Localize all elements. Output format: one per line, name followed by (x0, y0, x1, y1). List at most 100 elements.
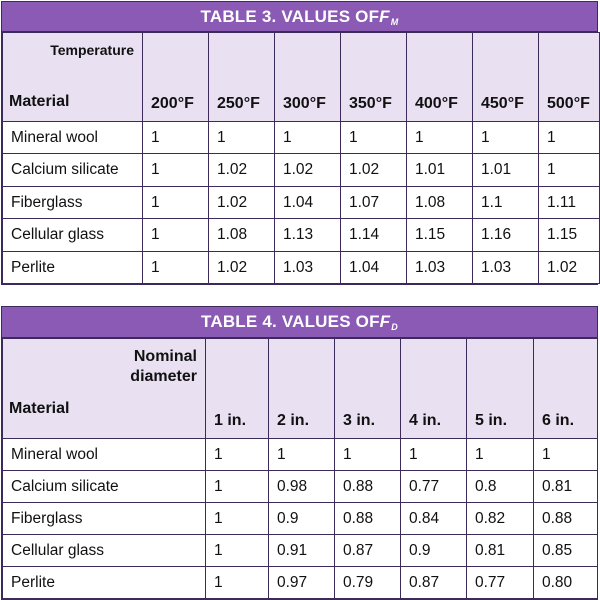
value-cell: 0.88 (334, 470, 401, 503)
value-cell: 0.85 (533, 534, 598, 567)
table-row: Perlite 1 1.02 1.03 1.04 1.03 1.03 1.02 (2, 251, 600, 284)
table-3-col-header: 450°F (472, 32, 539, 122)
value-cell: 1.03 (274, 251, 341, 284)
table-3-col-header: 250°F (208, 32, 275, 122)
table-3-temperature-label: Temperature (50, 42, 134, 58)
value-cell: 0.77 (400, 470, 467, 503)
value-cell: 1 (538, 121, 600, 154)
table-3-grid: Temperature Material 200°F 250°F 300°F 3… (2, 32, 600, 284)
value-cell: 1 (142, 186, 209, 219)
value-cell: 1.01 (472, 153, 539, 187)
value-cell: 1.08 (208, 218, 275, 252)
value-cell: 0.9 (400, 534, 467, 567)
table-4-col-header: 4 in. (400, 338, 467, 439)
value-cell: 0.9 (268, 502, 335, 535)
table-4-col-header: 1 in. (205, 338, 269, 439)
table-3-col-header: 500°F (538, 32, 600, 122)
value-cell: 1 (340, 121, 407, 154)
value-cell: 1 (205, 566, 269, 599)
table-4-header-row: Nominal diameter Material 1 in. 2 in. 3 … (2, 338, 598, 439)
table-row: Mineral wool 1 1 1 1 1 1 (2, 438, 598, 471)
material-cell: Cellular glass (2, 218, 143, 252)
value-cell: 0.88 (334, 502, 401, 535)
value-cell: 1.02 (208, 186, 275, 219)
table-4-col-header: 6 in. (533, 338, 598, 439)
value-cell: 1.01 (406, 153, 473, 187)
value-cell: 1 (142, 251, 209, 284)
material-cell: Cellular glass (2, 534, 206, 567)
value-cell: 1 (205, 534, 269, 567)
table-row: Cellular glass 1 0.91 0.87 0.9 0.81 0.85 (2, 534, 598, 567)
value-cell: 0.80 (533, 566, 598, 599)
value-cell: 1 (205, 502, 269, 535)
value-cell: 1 (142, 218, 209, 252)
value-cell: 1.15 (406, 218, 473, 252)
table-row: Perlite 1 0.97 0.79 0.87 0.77 0.80 (2, 566, 598, 599)
table-3-material-label: Material (9, 93, 70, 110)
value-cell: 1.13 (274, 218, 341, 252)
value-cell: 1 (142, 121, 209, 154)
table-4-diameter-line1: Nominal (133, 348, 197, 365)
table-4-title-subscript: D (391, 322, 398, 332)
value-cell: 1 (205, 438, 269, 471)
value-cell: 1 (472, 121, 539, 154)
value-cell: 0.88 (533, 502, 598, 535)
material-cell: Perlite (2, 251, 143, 284)
value-cell: 1.02 (208, 153, 275, 187)
value-cell: 1.03 (472, 251, 539, 284)
value-cell: 1.03 (406, 251, 473, 284)
value-cell: 0.77 (466, 566, 534, 599)
value-cell: 1 (400, 438, 467, 471)
value-cell: 1 (205, 470, 269, 503)
value-cell: 1.15 (538, 218, 600, 252)
value-cell: 1 (208, 121, 275, 154)
value-cell: 1 (538, 153, 600, 187)
material-cell: Fiberglass (2, 186, 143, 219)
value-cell: 0.98 (268, 470, 335, 503)
table-4-col-header: 5 in. (466, 338, 534, 439)
value-cell: 1.02 (274, 153, 341, 187)
value-cell: 1.02 (340, 153, 407, 187)
table-4-grid: Nominal diameter Material 1 in. 2 in. 3 … (2, 338, 598, 599)
value-cell: 1.1 (472, 186, 539, 219)
table-3-corner-cell: Temperature Material (2, 32, 143, 122)
material-cell: Calcium silicate (2, 153, 143, 187)
material-cell: Perlite (2, 566, 206, 599)
material-cell: Calcium silicate (2, 470, 206, 503)
value-cell: 0.87 (400, 566, 467, 599)
material-cell: Mineral wool (2, 438, 206, 471)
table-4-col-header: 2 in. (268, 338, 335, 439)
value-cell: 1.02 (208, 251, 275, 284)
value-cell: 0.81 (533, 470, 598, 503)
table-row: Cellular glass 1 1.08 1.13 1.14 1.15 1.1… (2, 218, 600, 252)
value-cell: 0.8 (466, 470, 534, 503)
table-4-diameter-label: Nominal diameter (130, 347, 197, 387)
value-cell: 0.84 (400, 502, 467, 535)
value-cell: 0.97 (268, 566, 335, 599)
value-cell: 1 (142, 153, 209, 187)
value-cell: 1.04 (274, 186, 341, 219)
value-cell: 1 (533, 438, 598, 471)
table-4-material-label: Material (9, 400, 70, 417)
table-row: Calcium silicate 1 0.98 0.88 0.77 0.8 0.… (2, 470, 598, 503)
value-cell: 1.02 (538, 251, 600, 284)
table-3-title-text: TABLE 3. VALUES OF (200, 6, 380, 26)
material-cell: Fiberglass (2, 502, 206, 535)
value-cell: 1 (466, 438, 534, 471)
table-4-col-header: 3 in. (334, 338, 401, 439)
value-cell: 0.81 (466, 534, 534, 567)
table-3-col-header: 350°F (340, 32, 407, 122)
value-cell: 1 (334, 438, 401, 471)
value-cell: 1.14 (340, 218, 407, 252)
value-cell: 1.16 (472, 218, 539, 252)
value-cell: 1 (406, 121, 473, 154)
value-cell: 1.07 (340, 186, 407, 219)
table-3-header-row: Temperature Material 200°F 250°F 300°F 3… (2, 32, 600, 122)
table-row: Fiberglass 1 1.02 1.04 1.07 1.08 1.1 1.1… (2, 186, 600, 219)
table-4-title-text: TABLE 4. VALUES OF (201, 312, 380, 331)
material-cell: Mineral wool (2, 121, 143, 154)
